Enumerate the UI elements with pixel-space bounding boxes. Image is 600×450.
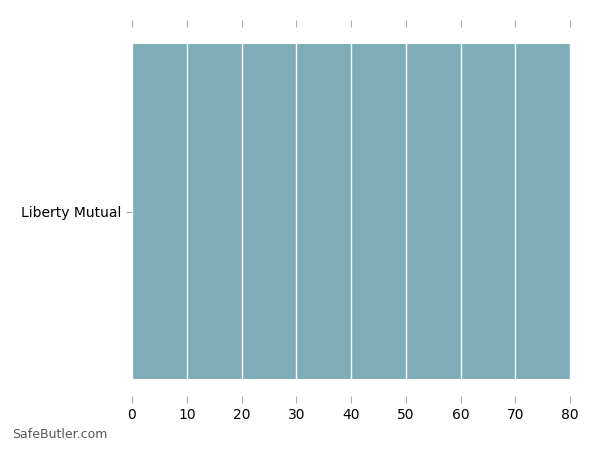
Text: SafeButler.com: SafeButler.com xyxy=(12,428,107,441)
